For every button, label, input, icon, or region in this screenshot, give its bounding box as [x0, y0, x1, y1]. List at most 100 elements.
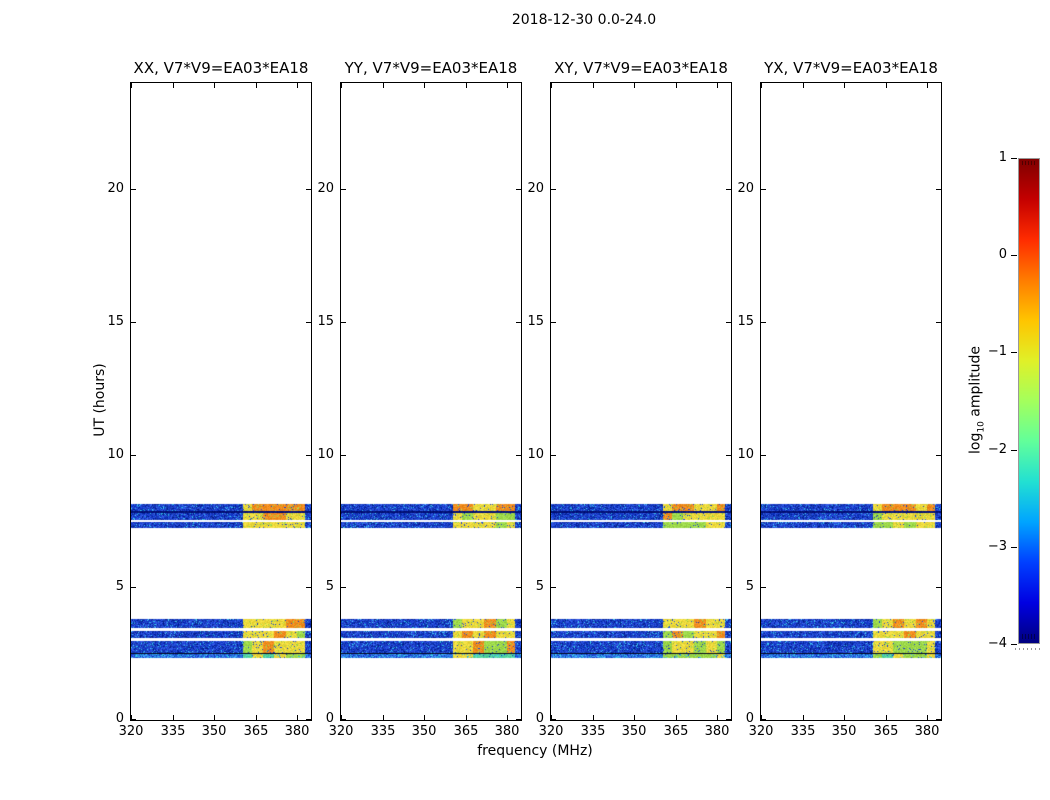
x-tick: [593, 715, 594, 720]
y-tick: [341, 719, 346, 720]
colorbar-label: log10 amplitude: [968, 346, 987, 454]
x-tick-label: 365: [243, 724, 269, 739]
x-tick-top: [297, 83, 298, 88]
x-tick-label: 350: [411, 724, 437, 739]
colorbar: [1018, 158, 1040, 644]
y-tick: [761, 189, 766, 190]
y-tick: [131, 719, 136, 720]
colorbar-tick: [1011, 255, 1017, 256]
colorbar-minor-ticks-top: [1022, 161, 1037, 165]
y-tick-right: [306, 455, 311, 456]
x-tick: [256, 715, 257, 720]
x-tick-label: 335: [160, 724, 186, 739]
x-tick-label: 335: [790, 724, 816, 739]
colorbar-underflow-dots: [1015, 648, 1042, 650]
y-tick-right: [726, 587, 731, 588]
y-tick-label: 20: [737, 181, 754, 196]
y-tick-label: 20: [527, 181, 544, 196]
x-tick: [761, 715, 762, 720]
x-tick: [634, 715, 635, 720]
y-tick-label: 0: [535, 711, 544, 726]
panel-title-xy: XY, V7*V9=EA03*EA18: [554, 59, 728, 77]
colorbar-label-prefix: log: [967, 432, 984, 454]
y-tick-label: 5: [325, 579, 334, 594]
y-tick: [341, 189, 346, 190]
x-tick-top: [424, 83, 425, 88]
y-tick-label: 15: [107, 314, 124, 329]
panel-title-yy: YY, V7*V9=EA03*EA18: [344, 59, 518, 77]
y-tick-right: [936, 322, 941, 323]
y-tick-label: 0: [325, 711, 334, 726]
x-tick-label: 320: [328, 724, 354, 739]
colorbar-tick: [1011, 547, 1017, 548]
x-axis-label: frequency (MHz): [477, 743, 593, 759]
y-tick-label: 15: [527, 314, 544, 329]
y-tick-label: 0: [115, 711, 124, 726]
x-tick-top: [214, 83, 215, 88]
colorbar-tick-label: 0: [998, 247, 1007, 262]
x-tick-label: 350: [831, 724, 857, 739]
x-tick-top: [886, 83, 887, 88]
colorbar-tick-label: −1: [987, 344, 1007, 359]
y-tick: [131, 587, 136, 588]
heatmap-canvas-yx: [761, 83, 941, 720]
y-tick: [341, 322, 346, 323]
x-tick: [466, 715, 467, 720]
x-tick-top: [256, 83, 257, 88]
x-tick-top: [466, 83, 467, 88]
y-tick-right: [306, 322, 311, 323]
x-tick: [383, 715, 384, 720]
colorbar-tick: [1011, 644, 1017, 645]
y-tick-label: 10: [317, 447, 334, 462]
y-tick: [341, 455, 346, 456]
y-tick-right: [936, 719, 941, 720]
x-tick-top: [844, 83, 845, 88]
y-tick-label: 5: [115, 579, 124, 594]
x-tick: [676, 715, 677, 720]
x-tick: [551, 715, 552, 720]
figure-title: 2018-12-30 0.0-24.0: [511, 12, 657, 28]
x-tick: [214, 715, 215, 720]
y-tick: [761, 455, 766, 456]
y-tick-label: 10: [527, 447, 544, 462]
y-tick: [551, 322, 556, 323]
x-tick-top: [173, 83, 174, 88]
x-tick-top: [593, 83, 594, 88]
x-tick-label: 365: [873, 724, 899, 739]
x-tick: [424, 715, 425, 720]
y-tick-right: [726, 455, 731, 456]
y-tick: [131, 322, 136, 323]
colorbar-minor-ticks-bottom: [1022, 634, 1037, 639]
y-tick-label: 10: [737, 447, 754, 462]
x-tick-label: 350: [621, 724, 647, 739]
heatmap-canvas-yy: [341, 83, 521, 720]
x-tick-label: 365: [453, 724, 479, 739]
y-tick: [761, 587, 766, 588]
x-tick: [297, 715, 298, 720]
panel-yx: [760, 82, 942, 721]
y-tick-label: 20: [107, 181, 124, 196]
colorbar-tick-label: −4: [987, 636, 1007, 651]
y-tick-right: [726, 189, 731, 190]
heatmap-canvas-xx: [131, 83, 311, 720]
panel-title-xx: XX, V7*V9=EA03*EA18: [133, 59, 309, 77]
y-tick-right: [516, 455, 521, 456]
x-tick-top: [676, 83, 677, 88]
y-tick-label: 10: [107, 447, 124, 462]
colorbar-tick: [1011, 352, 1017, 353]
x-tick: [886, 715, 887, 720]
x-tick-top: [383, 83, 384, 88]
y-tick-right: [936, 189, 941, 190]
x-tick: [173, 715, 174, 720]
y-tick-label: 5: [745, 579, 754, 594]
colorbar-label-sub: 10: [976, 421, 987, 433]
x-tick-top: [761, 83, 762, 88]
y-tick-right: [306, 587, 311, 588]
y-tick: [131, 455, 136, 456]
x-tick-label: 380: [914, 724, 940, 739]
y-tick-right: [516, 587, 521, 588]
y-tick: [551, 587, 556, 588]
y-tick-right: [726, 719, 731, 720]
